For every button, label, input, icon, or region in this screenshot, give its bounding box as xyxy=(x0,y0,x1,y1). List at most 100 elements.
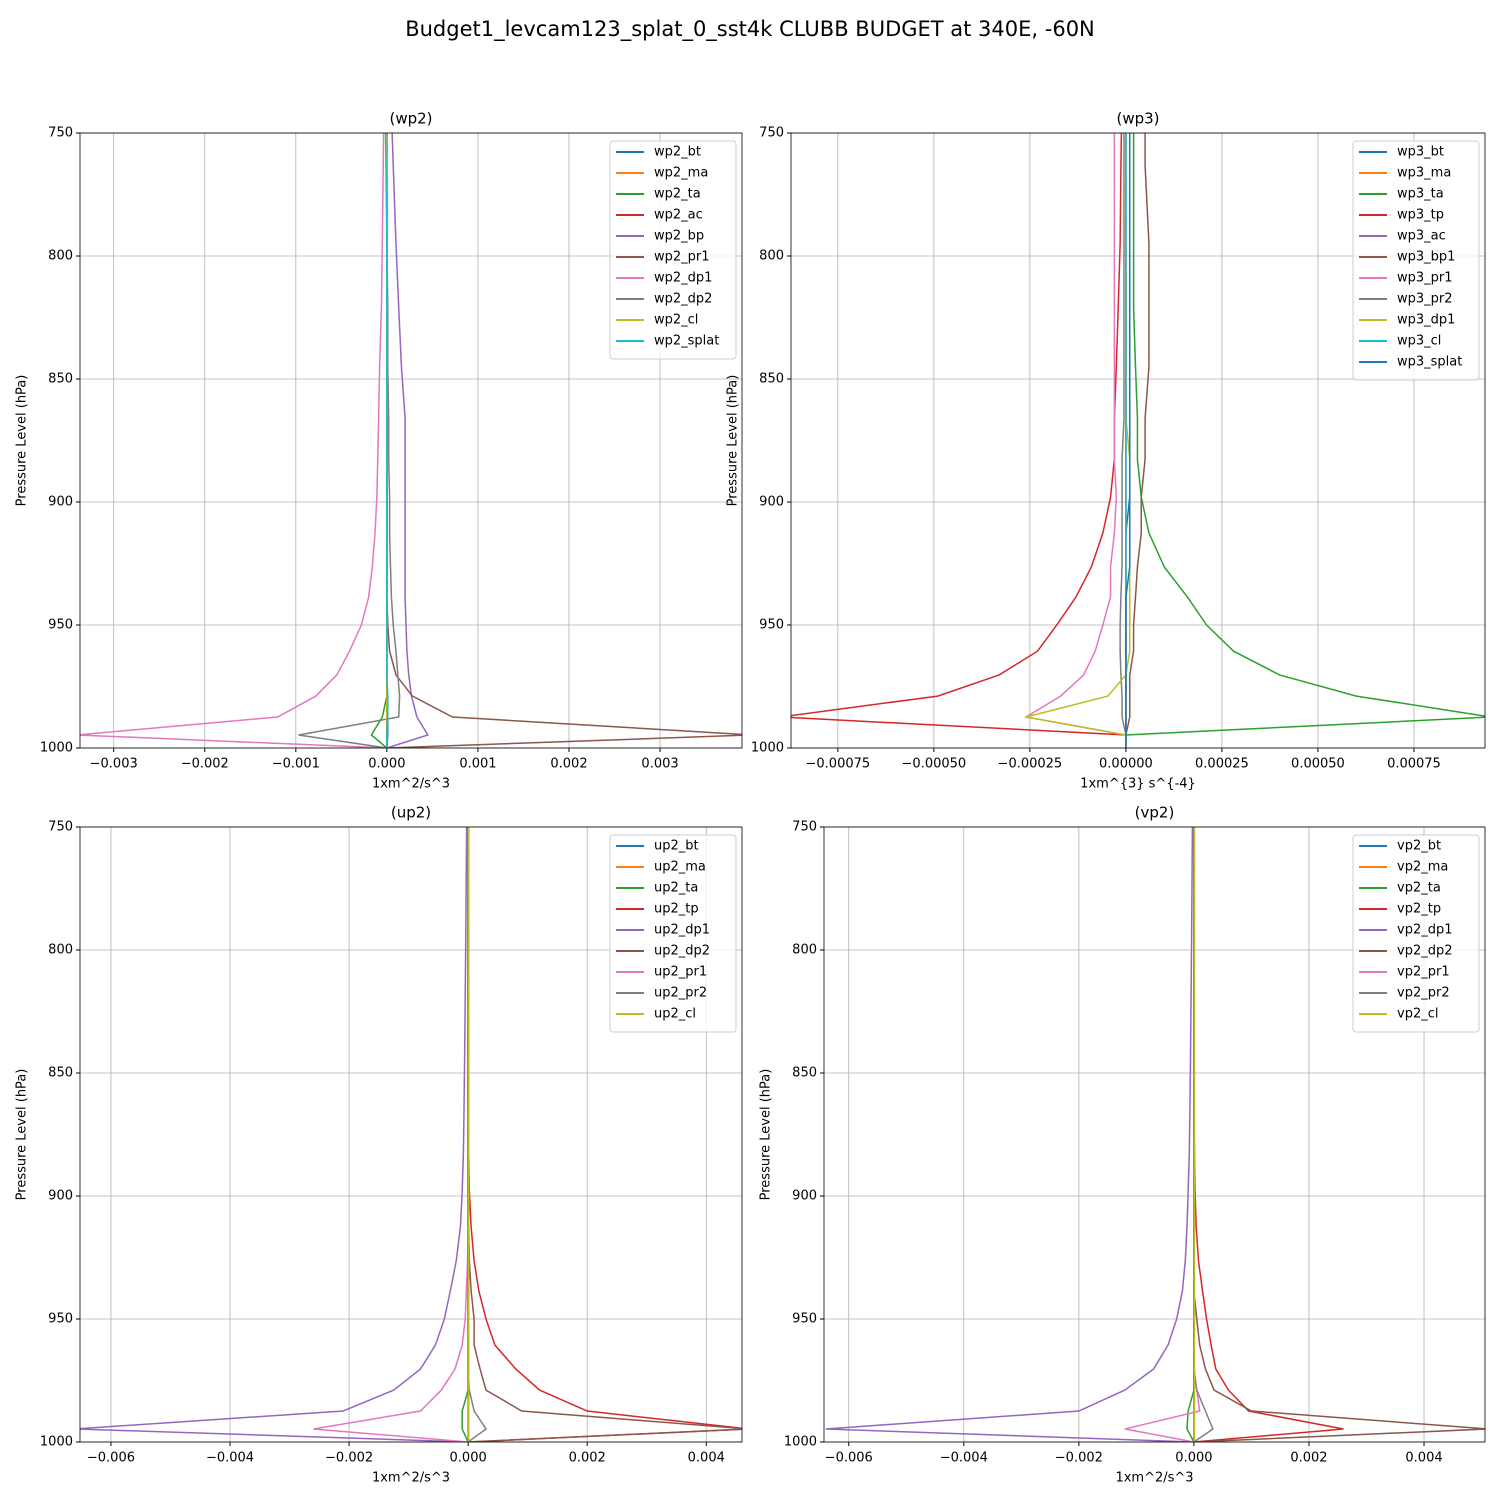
x-tick-label: 0.000 xyxy=(1175,1451,1212,1466)
axes-frame xyxy=(823,826,1486,1443)
legend-label: up2_cl xyxy=(654,1007,696,1022)
legend: wp2_bt wp2_ma wp2_ta wp2_ac wp2_bp wp2_pr1 wp2… xyxy=(609,140,737,360)
y-tick-label: 850 xyxy=(48,1066,73,1081)
x-tick-label: −0.002 xyxy=(181,757,229,772)
legend-label: up2_bt xyxy=(654,839,699,854)
x-tick-label: 0.004 xyxy=(688,1451,725,1466)
y-tick-label: 800 xyxy=(759,249,784,264)
y-tick-label: 1000 xyxy=(784,1435,817,1450)
legend-label: wp3_ac xyxy=(1397,229,1446,244)
legend-label: wp2_ma xyxy=(654,166,708,181)
x-tick-label: 0.002 xyxy=(1290,1451,1327,1466)
legend-box xyxy=(609,140,737,360)
y-tick-label: 750 xyxy=(759,126,784,141)
series-line xyxy=(1119,133,1127,748)
y-axis-label: Pressure Level (hPa) xyxy=(759,1069,774,1201)
series-line xyxy=(80,827,469,1442)
legend-label: wp2_bt xyxy=(654,145,701,160)
legend-label: up2_dp2 xyxy=(654,944,710,959)
legend-label: wp3_bp1 xyxy=(1397,250,1455,265)
legend-label: wp2_pr1 xyxy=(654,250,710,265)
series-line xyxy=(1125,133,1485,748)
y-tick-label: 800 xyxy=(48,249,73,264)
y-tick-label: 900 xyxy=(792,1189,817,1204)
legend-label: wp3_ma xyxy=(1397,166,1451,181)
legend-label: vp2_tp xyxy=(1397,902,1441,917)
y-tick-label: 950 xyxy=(48,618,73,633)
series-line xyxy=(313,827,469,1442)
legend-label: wp2_bp xyxy=(654,229,704,244)
x-tick-label: −0.003 xyxy=(90,757,138,772)
series-line xyxy=(791,133,1127,748)
x-axis-label: 1xm^2/s^3 xyxy=(372,1471,450,1486)
x-tick-label: 0.001 xyxy=(459,757,496,772)
legend-label: wp2_cl xyxy=(654,313,698,328)
axes-frame xyxy=(79,826,743,1443)
legend-label: wp2_dp2 xyxy=(654,292,712,307)
x-tick-label: −0.00025 xyxy=(998,757,1063,772)
legend-label: vp2_dp1 xyxy=(1397,923,1453,938)
x-axis-label: 1xm^2/s^3 xyxy=(372,777,450,792)
legend-label: wp2_dp1 xyxy=(654,271,712,286)
x-axis-label: 1xm^2/s^3 xyxy=(1115,1471,1193,1486)
x-tick-label: 0.002 xyxy=(569,1451,606,1466)
legend-label: wp2_ta xyxy=(654,187,701,202)
panel-title: (vp2) xyxy=(1135,804,1175,822)
y-tick-label: 900 xyxy=(759,495,784,510)
x-tick-label: 0.003 xyxy=(641,757,678,772)
series-line xyxy=(1023,133,1127,748)
legend-label: up2_dp1 xyxy=(654,923,710,938)
x-tick-label: −0.004 xyxy=(940,1451,988,1466)
x-tick-label: −0.002 xyxy=(1055,1451,1103,1466)
legend-label: wp2_ac xyxy=(654,208,703,223)
series-line xyxy=(467,827,488,1442)
x-tick-label: −0.001 xyxy=(272,757,320,772)
legend-label: up2_ta xyxy=(654,881,698,896)
panel-title: (wp3) xyxy=(1116,110,1159,128)
x-tick-label: −0.00075 xyxy=(806,757,871,772)
legend-label: up2_pr1 xyxy=(654,965,707,980)
legend-label: wp3_cl xyxy=(1397,334,1441,349)
legend: up2_bt up2_ma up2_ta up2_tp up2_dp1 up2_dp2up… xyxy=(609,834,737,1033)
y-tick-label: 850 xyxy=(48,372,73,387)
legend-label: wp3_tp xyxy=(1397,208,1444,223)
series-line xyxy=(1125,133,1150,748)
legend-label: up2_tp xyxy=(654,902,699,917)
legend-label: vp2_cl xyxy=(1397,1007,1438,1022)
x-tick-label: 0.00000 xyxy=(1099,757,1153,772)
legend-label: wp3_splat xyxy=(1397,355,1462,370)
legend-label: vp2_ta xyxy=(1397,881,1441,896)
y-axis-label: Pressure Level (hPa) xyxy=(15,375,30,507)
legend-label: wp2_splat xyxy=(654,334,719,349)
legend-label: vp2_bt xyxy=(1397,839,1441,854)
legend-box xyxy=(1352,834,1480,1033)
y-tick-label: 900 xyxy=(48,1189,73,1204)
legend: wp3_bt wp3_ma wp3_ta wp3_tp wp3_ac wp3_bp1 wp3… xyxy=(1352,140,1480,381)
y-tick-label: 750 xyxy=(792,820,817,835)
x-tick-label: 0.00075 xyxy=(1387,757,1441,772)
y-tick-label: 900 xyxy=(48,495,73,510)
x-tick-label: 0.004 xyxy=(1405,1451,1442,1466)
x-tick-label: 0.00050 xyxy=(1291,757,1345,772)
y-axis-label: Pressure Level (hPa) xyxy=(726,375,741,507)
y-axis-label: Pressure Level (hPa) xyxy=(15,1069,30,1201)
legend-box xyxy=(609,834,737,1033)
y-tick-label: 950 xyxy=(48,1312,73,1327)
panel: −0.003 −0.002 −0.001 0.000 0.001 0.002 0.003 75… xyxy=(15,110,743,792)
series-line xyxy=(386,133,429,748)
y-tick-label: 750 xyxy=(48,126,73,141)
axes-frame xyxy=(790,132,1486,749)
series-line xyxy=(384,133,389,748)
figure-title: Budget1_levcam123_splat_0_sst4k CLUBB BU… xyxy=(405,17,1095,42)
y-tick-label: 950 xyxy=(759,618,784,633)
legend-label: up2_ma xyxy=(654,860,706,875)
x-tick-label: −0.004 xyxy=(206,1451,254,1466)
series-line xyxy=(1193,827,1344,1442)
legend-label: vp2_ma xyxy=(1397,860,1448,875)
legend-label: wp3_ta xyxy=(1397,187,1444,202)
y-tick-label: 1000 xyxy=(40,1435,73,1450)
x-tick-label: 0.002 xyxy=(550,757,587,772)
legend-label: wp3_bt xyxy=(1397,145,1444,160)
x-tick-label: −0.006 xyxy=(87,1451,135,1466)
